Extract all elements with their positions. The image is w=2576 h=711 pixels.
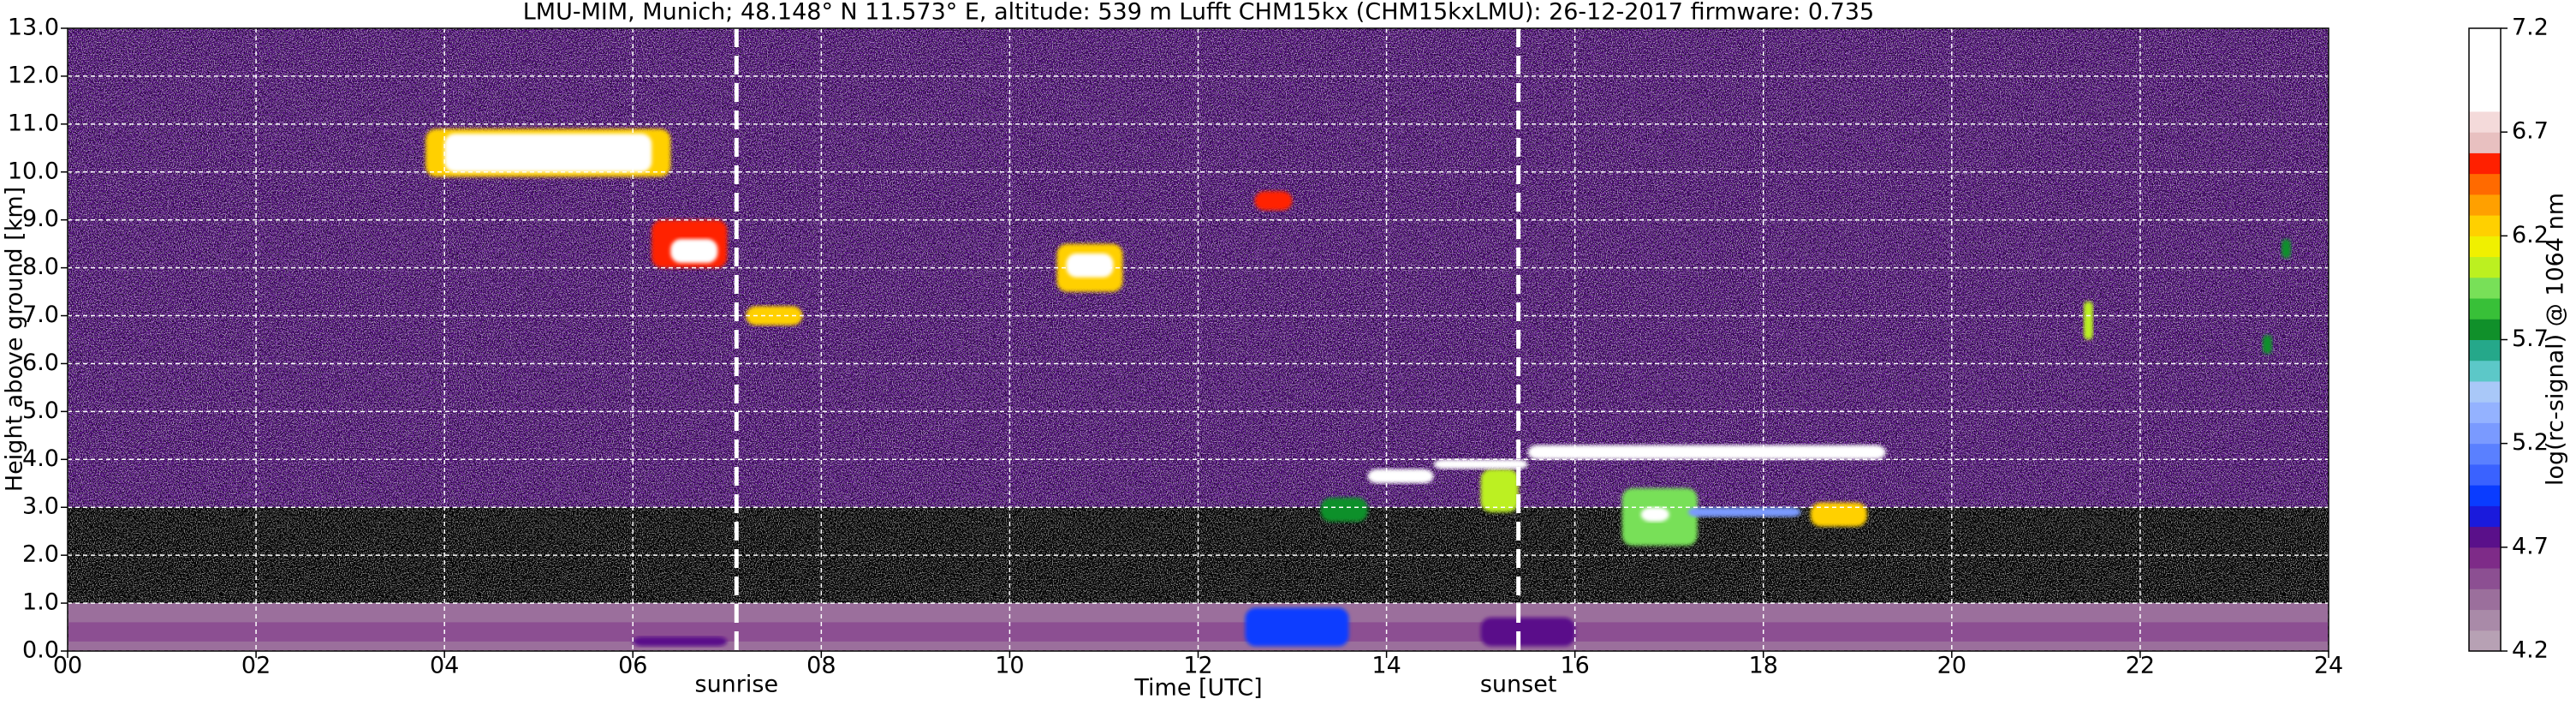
colorbar-segment [2469, 526, 2501, 548]
colorbar-segment [2469, 256, 2501, 278]
colorbar-tick-label: 5.7 [2512, 326, 2549, 352]
heat-cell [1687, 507, 1801, 517]
x-tick-label: 04 [430, 653, 459, 679]
y-tick-label: 5.0 [22, 397, 59, 424]
colorbar-segment [2469, 111, 2501, 133]
y-tick-label: 12.0 [8, 62, 59, 88]
y-tick-label: 7.0 [22, 302, 59, 328]
y-axis-label: Height above ground [km] [2, 187, 28, 492]
annotation-label: sunrise [695, 672, 779, 698]
colorbar-tick-label: 4.7 [2512, 533, 2549, 559]
colorbar-segment [2469, 152, 2501, 175]
colorbar-tick-label: 5.2 [2512, 429, 2549, 456]
x-tick-label: 18 [1749, 653, 1778, 679]
colorbar-segment [2469, 485, 2501, 506]
colorbar-segment [2469, 463, 2501, 486]
x-tick-label: 16 [1560, 653, 1589, 679]
heat-cell [1810, 502, 1867, 527]
colorbar-segment [2469, 319, 2501, 340]
colorbar-segment [2469, 298, 2501, 320]
y-tick-label: 13.0 [8, 15, 59, 41]
heat-cell [1640, 507, 1669, 523]
x-tick-label: 14 [1371, 653, 1401, 679]
colorbar-segment [2469, 609, 2501, 631]
colorbar-segment [2469, 402, 2501, 423]
x-tick-label: 20 [1937, 653, 1966, 679]
x-tick-label: 08 [806, 653, 836, 679]
y-tick-label: 11.0 [8, 110, 59, 136]
chart-title: LMU-MIM, Munich; 48.148° N 11.573° E, al… [523, 0, 1874, 26]
y-tick-label: 1.0 [22, 589, 59, 616]
colorbar-segment [2469, 215, 2501, 236]
y-tick-label: 4.0 [22, 445, 59, 472]
colorbar-segment [2469, 277, 2501, 299]
y-tick-label: 9.0 [22, 206, 59, 232]
heat-cell [633, 636, 728, 647]
colorbar-segment [2469, 380, 2501, 403]
colorbar-segment [2469, 360, 2501, 382]
heat-cell [670, 239, 718, 264]
x-tick-label: 00 [53, 653, 82, 679]
heat-cell [746, 306, 803, 326]
colorbar-segment [2469, 132, 2501, 153]
y-tick-label: 3.0 [22, 493, 59, 520]
colorbar-tick-label: 7.2 [2512, 15, 2549, 41]
colorbar-segment [2469, 630, 2501, 652]
colorbar-tick-label: 4.2 [2512, 637, 2549, 664]
colorbar-segment [2469, 28, 2501, 50]
heat-cell [1320, 498, 1368, 523]
y-tick-label: 8.0 [22, 254, 59, 280]
colorbar-segment [2469, 339, 2501, 361]
heat-cell [2083, 301, 2093, 340]
annotation-label: sunset [1480, 672, 1557, 698]
heat-cell [2262, 334, 2272, 355]
colorbar-segment [2469, 69, 2501, 92]
colorbar-segment [2469, 90, 2501, 112]
colorbar-segment [2469, 236, 2501, 258]
heat-cell [1245, 607, 1349, 647]
x-tick-label: 06 [618, 653, 647, 679]
colorbar-tick-label: 6.7 [2512, 118, 2549, 145]
colorbar-segment [2469, 194, 2501, 216]
colorbar-label: log(rc-signal) @ 1064 nm [2543, 193, 2569, 486]
colorbar-segment [2469, 547, 2501, 569]
colorbar-segment [2469, 568, 2501, 589]
heat-cell [1480, 617, 1575, 647]
x-tick-label: 10 [995, 653, 1024, 679]
heat-cell [444, 134, 652, 172]
heat-cell [1254, 191, 1293, 211]
y-tick-label: 6.0 [22, 350, 59, 376]
heat-cell [1480, 469, 1519, 512]
heat-cell [1433, 459, 1528, 469]
x-tick-label: 24 [2314, 653, 2343, 679]
x-axis-label: Time [UTC] [1133, 675, 1262, 702]
colorbar-segment [2469, 49, 2501, 70]
colorbar-segment [2469, 505, 2501, 528]
colorbar-tick-label: 6.2 [2512, 222, 2549, 248]
colorbar-segment [2469, 443, 2501, 465]
colorbar-segment [2469, 173, 2501, 195]
colorbar-segment [2469, 589, 2501, 611]
y-tick-label: 10.0 [8, 158, 59, 184]
x-tick-label: 12 [1183, 653, 1212, 679]
x-tick-label: 02 [241, 653, 271, 679]
heat-cell [1367, 469, 1434, 484]
heat-cell [1527, 445, 1886, 460]
y-tick-label: 0.0 [22, 637, 59, 664]
x-tick-label: 22 [2126, 653, 2155, 679]
heat-cell [1066, 253, 1114, 278]
y-tick-label: 2.0 [22, 541, 59, 568]
colorbar-segment [2469, 422, 2501, 445]
heat-cell [2281, 239, 2291, 259]
